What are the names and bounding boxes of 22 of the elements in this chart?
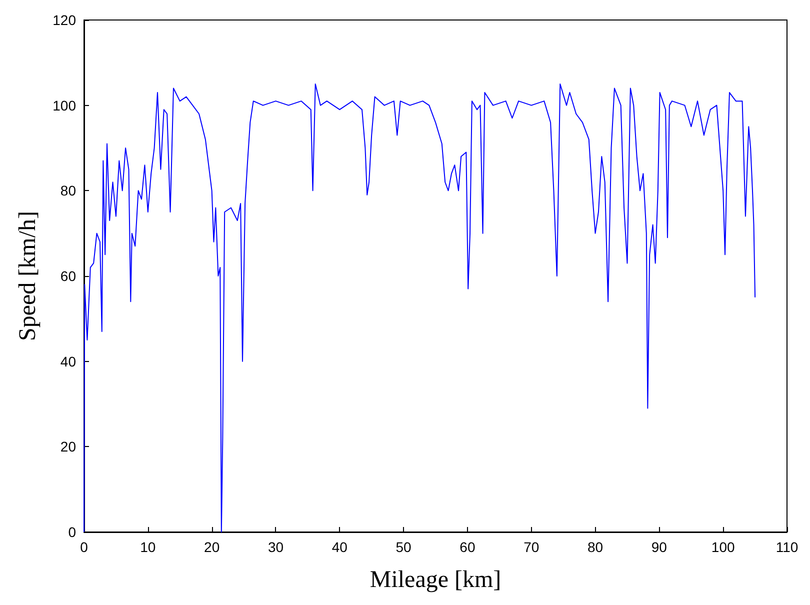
x-tick-label: 100 (711, 539, 735, 555)
x-tick-label: 20 (204, 539, 220, 555)
x-tick-label: 70 (524, 539, 540, 555)
y-tick-label: 60 (60, 268, 76, 284)
x-tick-label: 30 (268, 539, 284, 555)
x-tick-label: 80 (587, 539, 604, 555)
x-tick-label: 10 (140, 539, 156, 555)
y-tick-label: 100 (52, 97, 76, 114)
y-tick-label: 120 (52, 12, 76, 28)
x-axis-title: Mileage [km] (370, 567, 502, 593)
x-tick-label: 0 (80, 539, 88, 555)
y-tick-label: 40 (60, 353, 76, 370)
x-tick-label: 50 (396, 539, 412, 555)
y-axis-title: Speed [km/h] (15, 211, 41, 341)
y-tick-label: 0 (68, 524, 76, 540)
x-tick-label: 60 (460, 539, 476, 555)
x-tick-label: 110 (776, 539, 798, 555)
x-tick-label: 40 (332, 539, 348, 555)
y-tick-label: 80 (60, 182, 76, 199)
x-tick-label: 90 (651, 539, 668, 555)
y-tick-label: 20 (60, 438, 76, 455)
line-series (84, 84, 756, 532)
